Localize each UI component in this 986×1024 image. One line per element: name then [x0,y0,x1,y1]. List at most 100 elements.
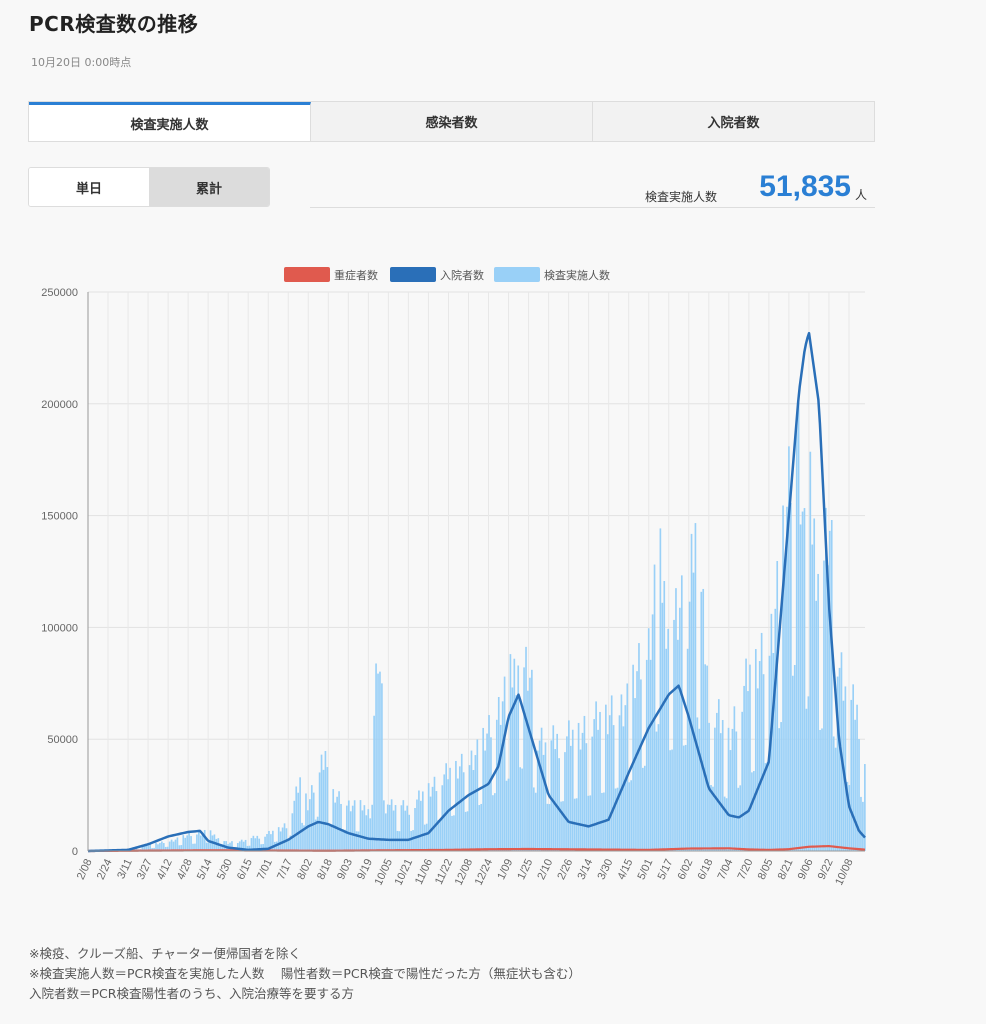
tested-bar [568,720,570,851]
tested-bar [671,749,673,851]
tested-bar [612,725,615,851]
x-tick-label: 3/27 [135,857,155,881]
tested-bar [443,774,446,851]
tested-bar [731,728,734,851]
tested-bar [692,572,695,851]
timestamp: 10月20日 0:00時点 [31,56,132,69]
tested-bar [349,811,352,851]
footnote-1: ※検疫、クルーズ船、チャーター便帰国者を除く [29,946,301,961]
tested-bar [846,781,849,851]
tested-bar [168,841,171,851]
tested-bar [201,832,204,851]
severe-legend-label: 重症者数 [334,268,378,282]
tested-bar [501,701,504,851]
tested-bar [408,814,410,851]
tested-bar [632,664,634,851]
y-tick-label: 150000 [41,511,78,523]
tested-bar [299,777,301,851]
x-tick-label: 8/02 [295,857,315,881]
daily-toggle-button[interactable]: 単日 [29,168,149,206]
y-tick-label: 250000 [41,287,78,299]
tested-bar [474,755,477,851]
tested-bar [669,750,671,851]
tested-bar [149,844,151,851]
x-tick-label: 7/20 [736,857,756,881]
tested-bar [180,845,183,851]
tested-bar [377,673,379,851]
tested-bar [221,846,224,851]
tested-bar [293,800,296,851]
tested-bar [725,798,728,851]
tested-bar [476,739,479,851]
tested-bar [166,846,169,851]
tested-bar [451,815,453,851]
tested-bar [184,837,187,851]
tested-bar [606,734,609,851]
tested-bar [480,803,483,851]
x-tick-label: 3/30 [595,857,615,881]
tested-bar [272,830,274,851]
tested-bar [291,813,294,851]
tested-bar [548,804,551,851]
tested-bar [591,736,594,851]
tested-bar [649,659,652,851]
hospitalized-legend-swatch [390,267,436,282]
tested-bar [219,845,222,851]
tested-bar [305,793,307,851]
x-tick-label: 4/15 [615,857,635,881]
tested-bar [657,724,660,851]
tested-bar [161,841,163,851]
tested-bar [316,816,319,851]
tested-bar [807,696,810,851]
tested-bar [815,600,817,851]
tab-positive[interactable]: 感染者数 [311,102,593,141]
tested-bar [367,809,370,851]
tested-bar [534,792,537,851]
tested-bar [698,728,701,851]
x-tick-label: 9/03 [335,857,355,881]
tested-bar [369,818,372,851]
tested-bar [721,720,724,851]
tested-bar [585,743,588,851]
tested-bar [458,766,461,851]
tested-bar [830,520,833,851]
x-tick-label: 7/04 [716,857,736,881]
tested-bar [425,823,428,851]
tested-bar [788,446,790,851]
x-tick-label: 11/06 [413,857,435,886]
tested-bar [246,845,249,851]
tested-bar [194,843,196,851]
y-tick-label: 50000 [47,734,78,746]
tested-bar [283,823,286,851]
tested-bar [597,729,599,851]
tested-bar [511,687,514,851]
tested-bar [262,843,264,851]
tested-bar [562,801,564,851]
tested-bar [823,560,825,851]
tab-tested[interactable]: 検査実施人数 [29,102,311,141]
tested-bar [170,839,173,851]
tested-bar [384,813,387,851]
severe-line [87,845,866,853]
cumulative-toggle-button[interactable]: 累計 [149,168,269,206]
x-tick-label: 8/18 [315,857,335,881]
tested-bar [517,665,520,851]
tested-bar [836,676,839,851]
tested-bar [423,824,426,851]
tested-bar [381,683,383,851]
tested-bar [174,839,177,851]
tested-bar [540,727,543,851]
tested-bar [250,838,253,851]
tested-bar [466,811,469,851]
tested-bar [801,511,804,851]
tab-hospitalized[interactable]: 入院者数 [707,116,760,131]
tested-bar [344,829,346,851]
tested-bar [531,669,533,851]
x-tick-label: 1/09 [495,857,515,881]
x-tick-label: 5/30 [215,857,235,881]
tested-bar [640,679,642,851]
tested-bar [751,772,753,851]
tested-bar [478,805,481,851]
tested-bar [462,772,465,851]
tested-bar [258,838,261,851]
